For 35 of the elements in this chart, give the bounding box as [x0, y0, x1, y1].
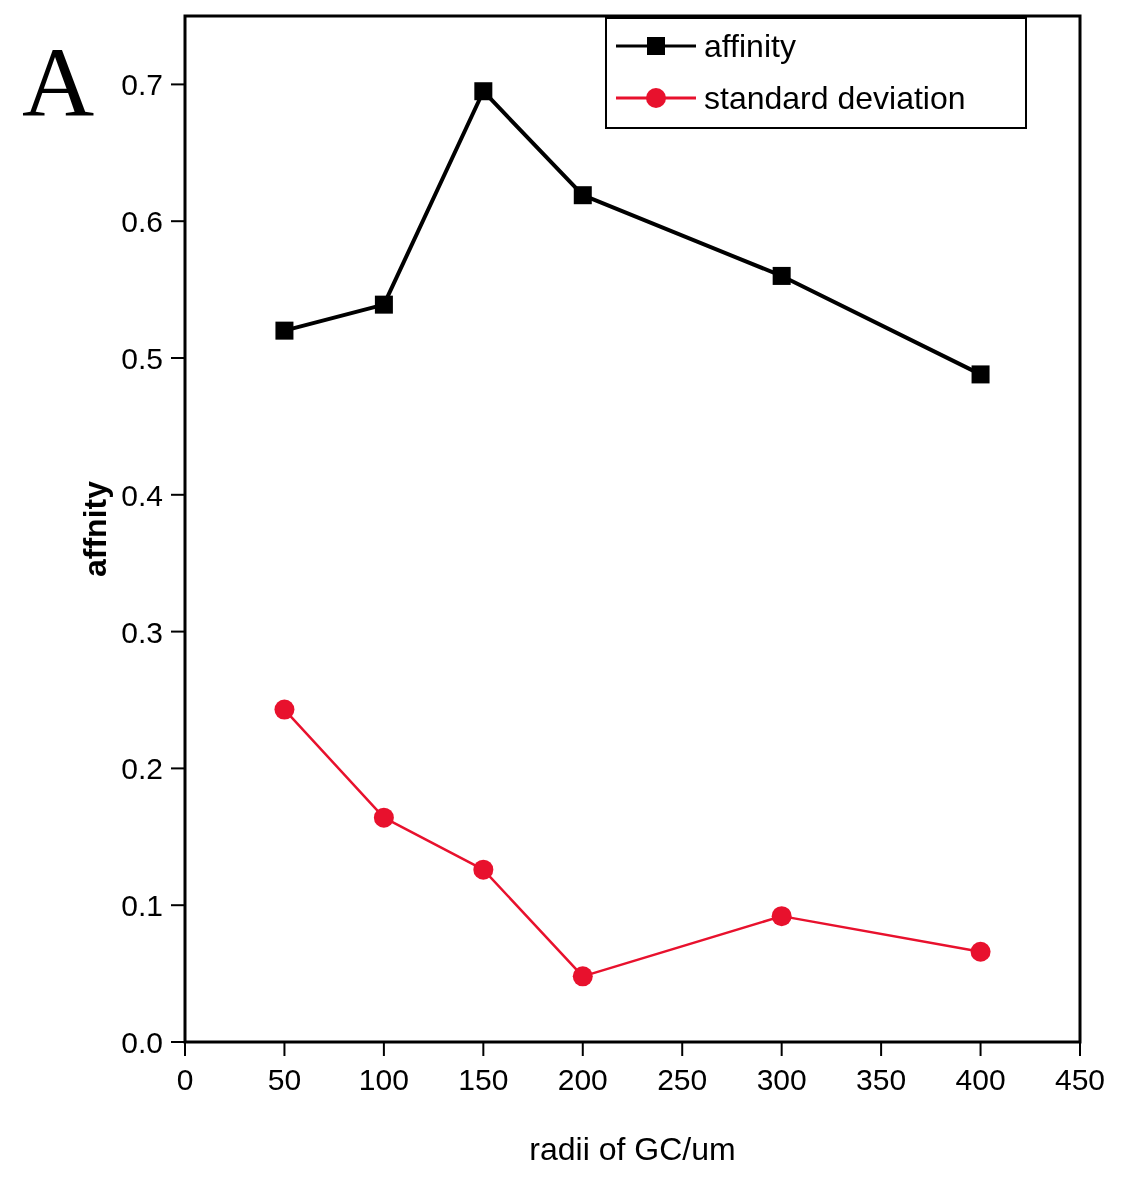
- point: [274, 699, 295, 720]
- point: [373, 807, 394, 828]
- y-tick-label: 0.0: [121, 1026, 163, 1059]
- y-tick-label: 0.1: [121, 889, 163, 923]
- y-tick-label: 0.6: [121, 205, 163, 239]
- x-tick-label: 450: [1054, 1063, 1106, 1096]
- point: [573, 186, 592, 205]
- y-tick-label: 0.4: [121, 478, 163, 512]
- x-tick-label: 100: [358, 1063, 409, 1096]
- point: [474, 82, 493, 101]
- y-tick-label: 0.3: [121, 615, 163, 649]
- point: [970, 941, 991, 962]
- x-axis-title: radii of GC/um: [529, 1131, 736, 1167]
- point: [971, 365, 990, 384]
- point: [572, 966, 593, 987]
- y-tick-label: 0.7: [121, 68, 163, 102]
- point: [374, 295, 393, 314]
- x-tick-label: 0: [176, 1063, 194, 1096]
- point: [473, 859, 494, 880]
- x-tick-label: 50: [267, 1063, 302, 1096]
- x-tick-label: 400: [955, 1063, 1006, 1096]
- x-tick-label: 300: [756, 1063, 807, 1096]
- legend-label: standard deviation: [704, 80, 966, 116]
- y-axis-title: affnity: [77, 480, 113, 577]
- y-tick-label: 0.5: [121, 342, 163, 375]
- x-tick-label: 150: [458, 1063, 509, 1096]
- x-tick-label: 350: [856, 1063, 907, 1096]
- text: A: [22, 27, 95, 138]
- legend-label: affinity: [704, 28, 796, 64]
- x-tick-label: 200: [557, 1063, 608, 1096]
- point: [275, 321, 294, 340]
- y-tick-label: 0.2: [121, 752, 163, 786]
- point: [772, 266, 791, 285]
- x-tick-label: 250: [657, 1063, 708, 1096]
- point: [771, 906, 792, 927]
